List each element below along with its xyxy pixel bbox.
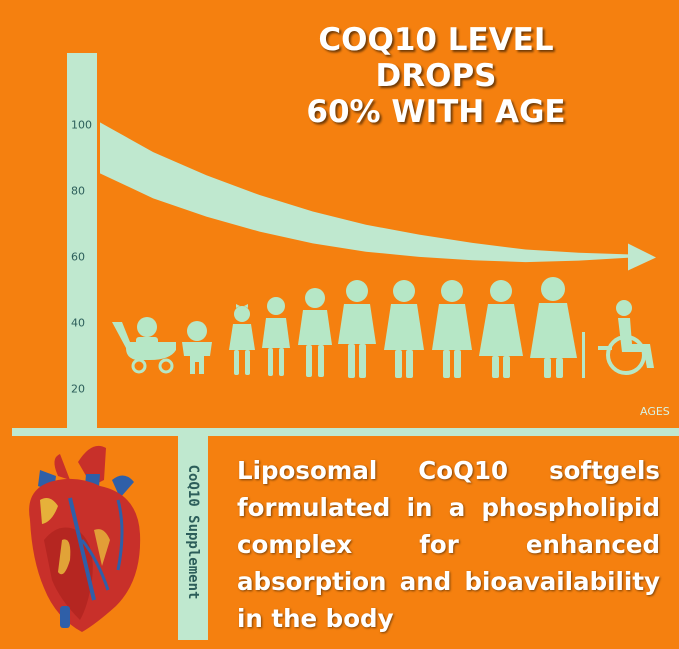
x-axis-label: AGES <box>640 405 670 418</box>
product-description: Liposomal CoQ10 softgels formulated in a… <box>237 456 660 633</box>
y-tick-labels: 100 80 60 40 20 <box>71 118 92 395</box>
coq10-level-wedge <box>100 122 632 263</box>
toddler-icon <box>182 321 212 374</box>
child-girl-icon <box>262 297 290 376</box>
age-figures <box>112 277 654 378</box>
y-axis-band <box>67 53 97 431</box>
side-tab <box>178 436 208 640</box>
chart-title: COQ10 LEVEL DROPS 60% WITH AGE <box>236 22 636 130</box>
x-axis-band <box>12 428 679 436</box>
y-tick-label: 20 <box>71 382 85 395</box>
title-line: COQ10 LEVEL <box>318 22 554 58</box>
baby-stroller-icon <box>112 317 176 374</box>
elderly-woman-cane-icon <box>530 277 585 378</box>
heart-icon <box>29 445 141 632</box>
y-tick-label: 100 <box>71 118 92 131</box>
teen-girl-icon <box>298 288 332 377</box>
child-girl-icon <box>229 304 255 375</box>
woman-icon <box>432 280 472 378</box>
y-tick-label: 40 <box>71 316 85 329</box>
side-label: CoQ10 Supplement <box>185 464 201 600</box>
woman-icon <box>338 280 376 378</box>
y-tick-label: 60 <box>71 250 85 263</box>
woman-icon <box>479 280 523 378</box>
title-line: DROPS <box>375 58 497 94</box>
woman-icon <box>384 280 424 378</box>
title-line: 60% WITH AGE <box>306 94 566 130</box>
y-tick-label: 80 <box>71 184 85 197</box>
wheelchair-icon <box>598 300 654 375</box>
arrow-head <box>628 243 656 271</box>
